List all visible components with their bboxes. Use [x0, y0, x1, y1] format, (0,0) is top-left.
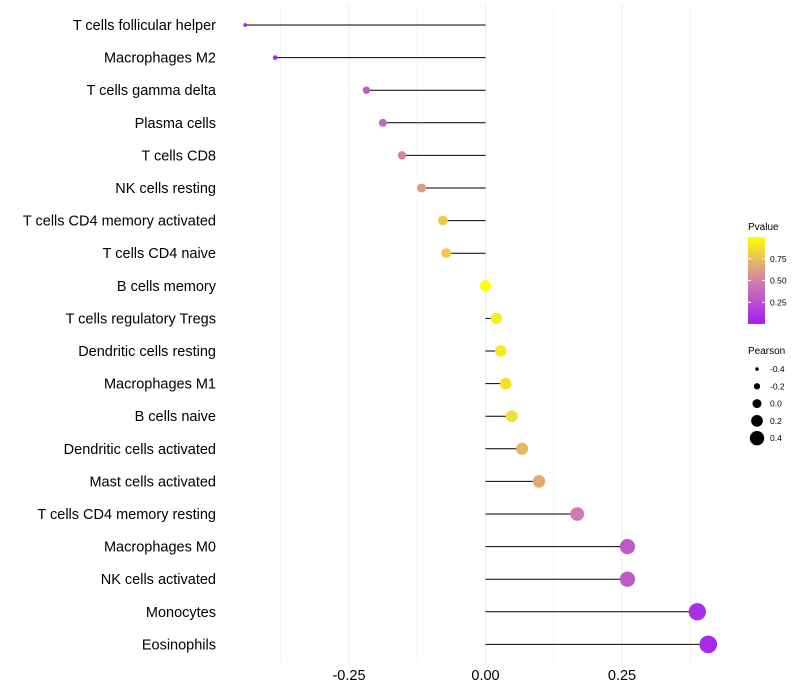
category-label: Monocytes	[146, 605, 216, 621]
category-labels: T cells follicular helper Macrophages M2 T…	[23, 18, 217, 653]
legend-size-dot	[751, 415, 763, 427]
lollipop-point	[495, 345, 507, 357]
lollipop-point	[480, 280, 491, 292]
x-tick-label: 0.25	[608, 668, 636, 684]
legend-size-dot	[752, 399, 762, 409]
category-label: T cells CD4 memory resting	[37, 507, 216, 523]
category-label: T cells follicular helper	[73, 18, 216, 34]
lollipop-point	[362, 86, 371, 94]
category-label: T cells CD8	[141, 148, 216, 164]
points-layer	[243, 23, 718, 654]
lollipop-point	[532, 475, 546, 488]
x-axis-ticks: -0.25 0.00 0.25	[332, 668, 636, 684]
legend-size-label: 0.0	[770, 399, 782, 409]
lollipop-point	[699, 635, 718, 654]
lollipop-point	[272, 55, 278, 60]
lollipop-point	[397, 151, 407, 160]
category-label: T cells CD4 naive	[103, 246, 216, 262]
legend-color-bar	[748, 237, 765, 324]
category-label: B cells naive	[135, 409, 216, 425]
legend: Pvalue 0.25 0.50 0.75 Pearson -0.4 -0.2 0.0 0…	[748, 222, 787, 446]
x-tick-label: -0.25	[332, 668, 365, 684]
legend-color-tick-label: 0.50	[770, 276, 787, 286]
category-label: Macrophages M0	[104, 540, 216, 556]
category-label: Dendritic cells activated	[64, 442, 216, 458]
lollipop-point	[619, 538, 636, 555]
category-label: T cells gamma delta	[87, 83, 217, 99]
category-label: NK cells resting	[115, 181, 216, 197]
legend-size-label: 0.2	[770, 416, 782, 426]
lollipop-point	[438, 215, 448, 226]
lollipop-point	[441, 248, 452, 259]
lollipop-point	[243, 23, 248, 27]
lollipop-point	[516, 442, 529, 455]
lollipop-point	[688, 603, 707, 621]
category-label: NK cells activated	[101, 572, 216, 588]
category-label: T cells regulatory Tregs	[66, 311, 216, 327]
legend-size-dot	[755, 367, 759, 371]
category-label: Dendritic cells resting	[78, 344, 216, 360]
grid-lines	[280, 5, 691, 662]
lollipop-point	[499, 377, 512, 390]
legend-size-label: -0.2	[770, 381, 785, 391]
category-label: B cells memory	[117, 279, 217, 295]
lollipop-point	[619, 571, 636, 587]
legend-size-items: -0.4 -0.2 0.0 0.2 0.4	[749, 364, 785, 446]
category-label: Plasma cells	[135, 116, 216, 132]
lollipop-point	[570, 507, 585, 521]
legend-color-tick-label: 0.75	[770, 254, 787, 264]
x-tick-label: 0.00	[471, 668, 499, 684]
legend-color-ticks: 0.25 0.50 0.75	[748, 254, 787, 307]
category-label: Eosinophils	[142, 637, 216, 653]
legend-size-title: Pearson	[748, 346, 785, 357]
category-label: Macrophages M1	[104, 377, 216, 393]
lollipop-point	[417, 183, 427, 193]
legend-color-title: Pvalue	[748, 222, 779, 233]
legend-size-dot	[753, 383, 761, 390]
category-label: Macrophages M2	[104, 51, 216, 67]
legend-size-dot	[749, 431, 765, 446]
category-label: Mast cells activated	[89, 474, 216, 490]
lollipop-point	[505, 410, 518, 423]
legend-size-label: -0.4	[770, 364, 785, 374]
lollipop-point	[378, 118, 387, 127]
stems-layer	[245, 24, 709, 645]
category-label: T cells CD4 memory activated	[23, 214, 216, 230]
legend-color-tick-label: 0.25	[770, 297, 787, 307]
lollipop-point	[490, 312, 503, 325]
legend-size-label: 0.4	[770, 433, 782, 443]
